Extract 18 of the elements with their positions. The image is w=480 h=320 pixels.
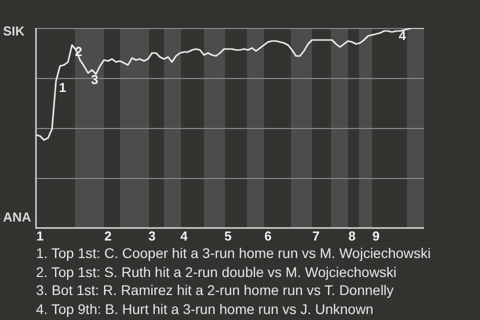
x-tick-label: 8 <box>348 228 356 244</box>
annotation: 1 <box>59 80 66 96</box>
text: 4. Top 9th: B. Hurt hit a 3-run home run vs J. Unknown <box>36 300 374 318</box>
x-tick-label: 1 <box>36 228 44 244</box>
x-tick-label: 4 <box>180 228 188 244</box>
annotation: 4 <box>398 28 407 44</box>
text: ANA <box>3 210 32 225</box>
text: 1. Top 1st: C. Cooper hit a 3-run home run vs M. Wojciechowski <box>36 244 431 262</box>
x-tick-label: 9 <box>372 228 380 244</box>
x-tick-label: 2 <box>104 228 112 244</box>
annotation: 3 <box>91 72 98 88</box>
text: 2. Top 1st: S. Ruth hit a 2-run double vs M. Wojciechowski <box>36 262 398 281</box>
x-tick-label: 3 <box>148 228 156 244</box>
x-tick-label: 6 <box>264 228 272 244</box>
x-tick-label: 7 <box>312 228 320 244</box>
text: SIK <box>3 24 26 39</box>
x-tick-label: 5 <box>224 228 232 244</box>
text: 3. Bot 1st: R. Ramirez hit a 2-run home run vs T. Donnelly <box>36 281 395 300</box>
